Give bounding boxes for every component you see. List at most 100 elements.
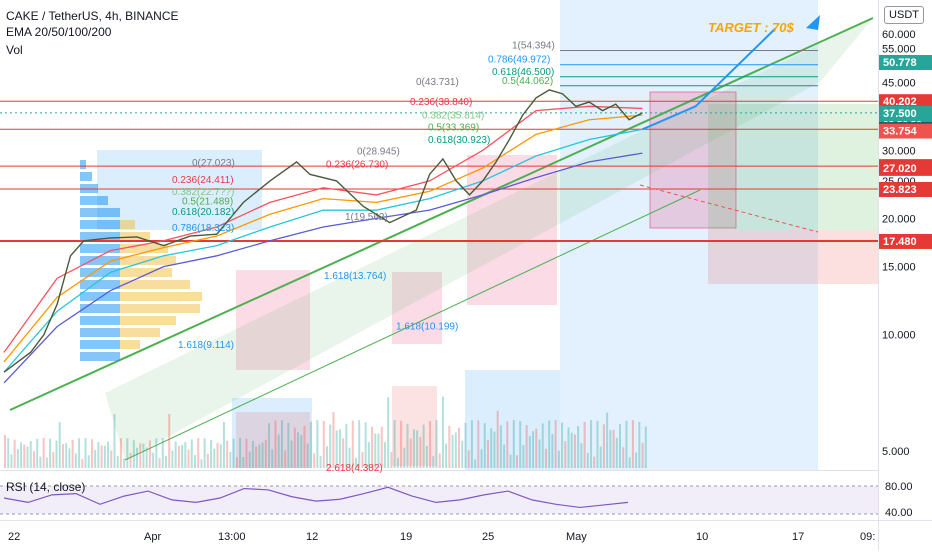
volume-bar [451,434,454,468]
fib-label: 1.618(13.764) [324,271,386,282]
volume-profile-bar [120,340,140,349]
channel-fill [105,18,873,460]
volume-bar [322,421,325,468]
volume-bar [274,420,277,468]
volume-profile-bar [80,292,120,301]
fib-label: 0(28.945) [357,146,400,157]
symbol-title[interactable]: CAKE / TetherUS, 4h, BINANCE [6,9,179,23]
volume-bar [622,447,625,468]
fib-label: 0.236(26.730) [326,160,388,171]
volume-bar [68,448,71,468]
volume-bar [216,442,219,468]
zone-box-5 [465,370,560,470]
volume-profile-bar [120,328,160,337]
volume-bar [567,427,570,468]
x-tick-label: 17 [792,531,804,543]
volume-bar [544,448,547,468]
volume-bar [210,439,213,468]
volume-bar [335,430,338,468]
volume-bar [429,420,432,468]
fib-label: 0(43.731) [416,77,459,88]
volume-bar [251,440,254,468]
volume-bar [515,455,518,468]
fib-label: 0.5(21.489) [182,196,233,207]
volume-bar [493,431,496,468]
volume-bar [293,427,296,468]
long-position-profit [708,104,878,230]
volume-bar [570,432,573,468]
volume-bar [45,457,48,468]
x-tick-label: Apr [144,531,161,543]
volume-bar [506,421,509,468]
rsi-indicator-label[interactable]: RSI (14, close) [6,480,86,494]
volume-bar [367,442,370,468]
price-tag-box [879,55,932,71]
volume-bar [354,457,357,468]
volume-bar [435,420,438,468]
volume-bar [631,420,634,468]
volume-bar [406,423,409,468]
fib-label: 0.382(22.7??) [172,187,234,198]
volume-bar [42,438,45,468]
volume-bar [277,434,280,468]
volume-bar [23,444,26,468]
volume-bar [213,448,216,468]
volume-bar [261,442,264,468]
volume-bar [165,456,167,468]
volume-bar [490,428,493,468]
volume-bar [7,438,10,468]
volume-bar [232,438,235,468]
y-tick-label: 10.000 [882,330,916,342]
volume-bar [342,438,345,468]
volume-bar [535,428,538,468]
price-tag-box [879,182,932,198]
volume-bar [78,438,81,468]
volume-bar [61,443,64,468]
volume-bar [557,450,560,468]
volume-bar [148,440,151,468]
volume-bar [528,436,531,468]
volume-bar [641,442,644,468]
volume-bar [403,447,406,468]
ema-indicator-label[interactable]: EMA 20/50/100/200 [6,25,112,39]
price-tag-box [879,123,932,139]
volume-bar [36,438,39,468]
volume-bar [132,440,135,468]
volume-profile-bar [120,220,135,229]
fib-label: 1.618(10.199) [396,321,458,332]
volume-bar [554,420,557,468]
volume-bar [94,449,97,468]
volume-bar [432,456,435,468]
volume-profile-bar [120,316,176,325]
volume-bar [602,424,605,468]
volume-indicator-label[interactable]: Vol [6,43,23,57]
volume-profile-bar [80,184,98,193]
volume-bar [319,456,322,468]
volume-bar [226,440,229,468]
volume-bar [39,456,42,468]
volume-bar [615,437,618,468]
volume-bar [145,447,148,468]
volume-bar [123,458,126,468]
currency-button[interactable]: USDT [884,6,924,24]
volume-bar [503,444,506,468]
volume-bar [525,425,528,468]
volume-bar [258,444,261,468]
volume-bar [338,429,341,468]
volume-bar [419,437,422,468]
volume-bar [287,422,290,468]
zone-box-1 [392,272,442,344]
price-line [3,89,643,373]
y-tick-label: 60.000 [882,29,916,41]
volume-bar [174,441,177,468]
volume-bar [380,426,383,468]
zone-box-0 [236,270,310,370]
volume-bar [358,420,361,468]
fib-label: 1.618(9.114) [178,340,234,351]
ema200-line [3,152,643,384]
volume-bar [81,459,84,468]
fib-label: 2.618(4.382) [326,463,383,474]
channel-upper-line [9,17,874,411]
